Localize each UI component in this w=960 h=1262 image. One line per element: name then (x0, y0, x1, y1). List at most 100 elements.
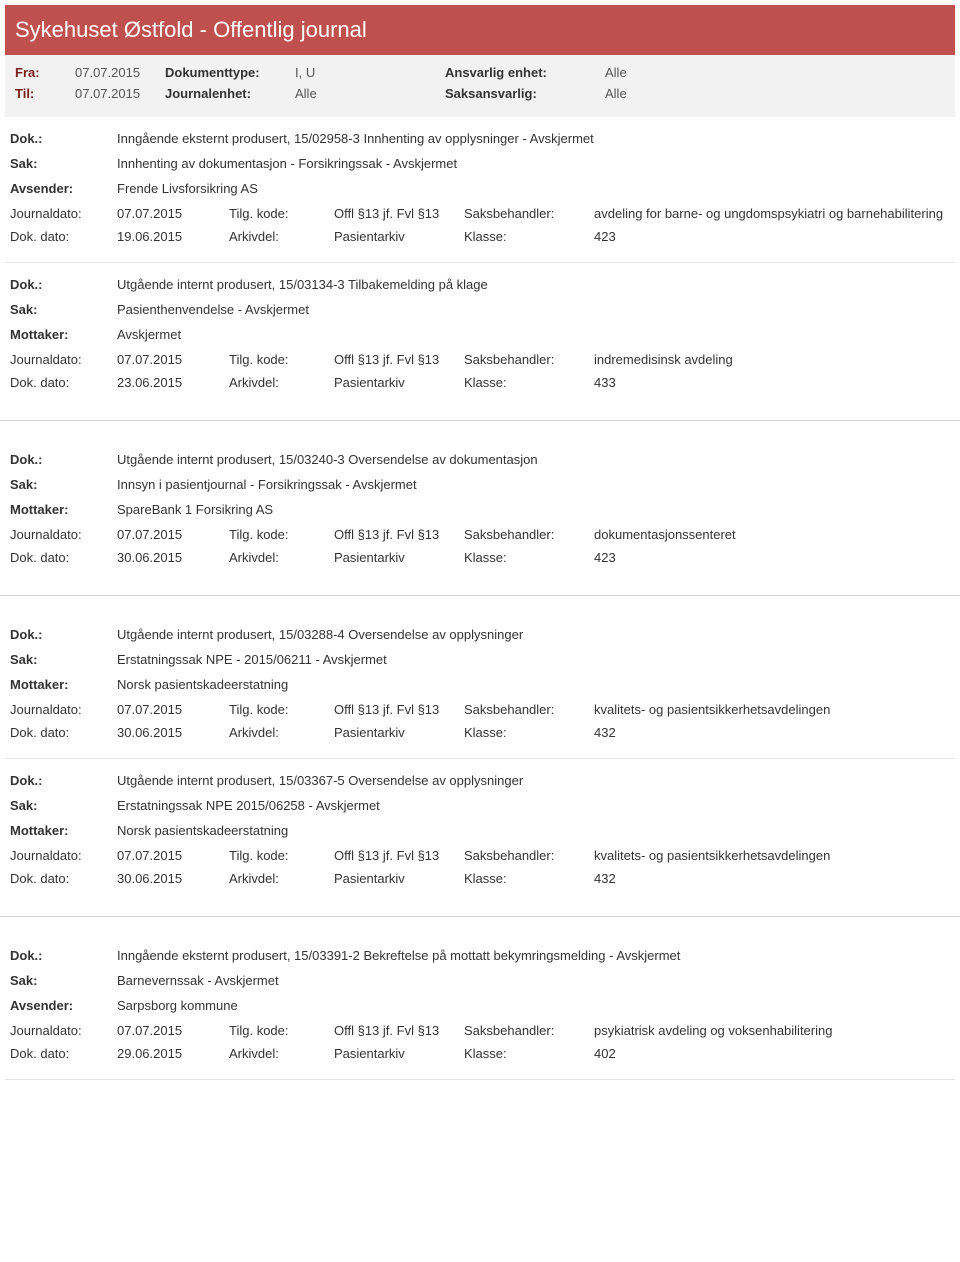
journal-entry: Dok.: Utgående internt produsert, 15/032… (5, 438, 955, 583)
arkivdel-value: Pasientarkiv (334, 871, 464, 886)
klasse-label: Klasse: (464, 375, 594, 390)
party-value: Sarpsborg kommune (117, 998, 955, 1013)
dokdato-value: 30.06.2015 (117, 550, 229, 565)
section-divider (0, 595, 960, 613)
dok-row: Dok.: Utgående internt produsert, 15/032… (5, 452, 955, 467)
filter-til-value: 07.07.2015 (75, 86, 165, 101)
entries-list: Dok.: Inngående eksternt produsert, 15/0… (0, 117, 960, 1080)
tilgkode-label: Tilg. kode: (229, 206, 334, 221)
filter-ansvarlig-label: Ansvarlig enhet: (445, 65, 605, 80)
party-row: Mottaker: Norsk pasientskadeerstatning (5, 677, 955, 692)
dokdato-label: Dok. dato: (10, 550, 117, 565)
party-label: Mottaker: (5, 502, 117, 517)
filter-row: Til: 07.07.2015 Journalenhet: Alle Saksa… (15, 86, 945, 101)
tilgkode-value: Offl §13 jf. Fvl §13 (334, 848, 464, 863)
party-label: Mottaker: (5, 823, 117, 838)
dok-value: Inngående eksternt produsert, 15/03391-2… (117, 948, 955, 963)
dok-label: Dok.: (5, 773, 117, 788)
saksbehandler-label: Saksbehandler: (464, 702, 594, 717)
dok-value: Inngående eksternt produsert, 15/02958-3… (117, 131, 955, 146)
party-label: Avsender: (5, 181, 117, 196)
filter-ansvarlig-value: Alle (605, 65, 627, 80)
meta-row-1: Journaldato: 07.07.2015 Tilg. kode: Offl… (5, 848, 955, 863)
party-label: Avsender: (5, 998, 117, 1013)
meta-row-2: Dok. dato: 19.06.2015 Arkivdel: Pasienta… (5, 229, 955, 244)
meta-row-2: Dok. dato: 30.06.2015 Arkivdel: Pasienta… (5, 550, 955, 565)
klasse-value: 423 (594, 550, 955, 565)
sak-value: Erstatningssak NPE - 2015/06211 - Avskje… (117, 652, 955, 667)
sak-label: Sak: (5, 156, 117, 171)
klasse-label: Klasse: (464, 229, 594, 244)
saksbehandler-value: psykiatrisk avdeling og voksenhabiliteri… (594, 1023, 955, 1038)
filter-saksansvarlig-value: Alle (605, 86, 627, 101)
meta-row-1: Journaldato: 07.07.2015 Tilg. kode: Offl… (5, 1023, 955, 1038)
saksbehandler-value: dokumentasjonssenteret (594, 527, 955, 542)
journaldato-label: Journaldato: (10, 527, 117, 542)
saksbehandler-value: indremedisinsk avdeling (594, 352, 955, 367)
sak-value: Erstatningssak NPE 2015/06258 - Avskjerm… (117, 798, 955, 813)
dokdato-value: 30.06.2015 (117, 871, 229, 886)
journaldato-value: 07.07.2015 (117, 206, 229, 221)
party-value: SpareBank 1 Forsikring AS (117, 502, 955, 517)
sak-row: Sak: Innhenting av dokumentasjon - Forsi… (5, 156, 955, 171)
dokdato-label: Dok. dato: (10, 725, 117, 740)
filter-row: Fra: 07.07.2015 Dokumenttype: I, U Ansva… (15, 65, 945, 80)
dok-label: Dok.: (5, 277, 117, 292)
arkivdel-label: Arkivdel: (229, 725, 334, 740)
dok-value: Utgående internt produsert, 15/03288-4 O… (117, 627, 955, 642)
klasse-value: 432 (594, 871, 955, 886)
dokdato-value: 23.06.2015 (117, 375, 229, 390)
filter-til-label: Til: (15, 86, 75, 101)
tilgkode-value: Offl §13 jf. Fvl §13 (334, 702, 464, 717)
sak-row: Sak: Erstatningssak NPE - 2015/06211 - A… (5, 652, 955, 667)
arkivdel-label: Arkivdel: (229, 229, 334, 244)
sak-value: Innhenting av dokumentasjon - Forsikring… (117, 156, 955, 171)
dok-value: Utgående internt produsert, 15/03367-5 O… (117, 773, 955, 788)
arkivdel-label: Arkivdel: (229, 550, 334, 565)
journaldato-value: 07.07.2015 (117, 527, 229, 542)
dokdato-value: 19.06.2015 (117, 229, 229, 244)
dok-label: Dok.: (5, 452, 117, 467)
dok-label: Dok.: (5, 131, 117, 146)
page-title: Sykehuset Østfold - Offentlig journal (5, 5, 955, 55)
journaldato-label: Journaldato: (10, 352, 117, 367)
arkivdel-value: Pasientarkiv (334, 550, 464, 565)
journal-entry: Dok.: Utgående internt produsert, 15/031… (5, 263, 955, 408)
party-value: Norsk pasientskadeerstatning (117, 677, 955, 692)
party-row: Mottaker: SpareBank 1 Forsikring AS (5, 502, 955, 517)
filter-saksansvarlig-label: Saksansvarlig: (445, 86, 605, 101)
arkivdel-label: Arkivdel: (229, 1046, 334, 1061)
saksbehandler-label: Saksbehandler: (464, 1023, 594, 1038)
section-divider (0, 916, 960, 934)
filter-journalenhet-label: Journalenhet: (165, 86, 295, 101)
section-divider (0, 420, 960, 438)
dok-row: Dok.: Utgående internt produsert, 15/033… (5, 773, 955, 788)
sak-row: Sak: Innsyn i pasientjournal - Forsikrin… (5, 477, 955, 492)
party-row: Avsender: Sarpsborg kommune (5, 998, 955, 1013)
arkivdel-value: Pasientarkiv (334, 1046, 464, 1061)
filter-block: Fra: 07.07.2015 Dokumenttype: I, U Ansva… (5, 55, 955, 117)
dokdato-label: Dok. dato: (10, 871, 117, 886)
klasse-label: Klasse: (464, 1046, 594, 1061)
journal-entry: Dok.: Inngående eksternt produsert, 15/0… (5, 934, 955, 1080)
party-value: Norsk pasientskadeerstatning (117, 823, 955, 838)
dokdato-label: Dok. dato: (10, 1046, 117, 1061)
journaldato-label: Journaldato: (10, 1023, 117, 1038)
dokdato-label: Dok. dato: (10, 229, 117, 244)
meta-row-2: Dok. dato: 30.06.2015 Arkivdel: Pasienta… (5, 725, 955, 740)
sak-row: Sak: Erstatningssak NPE 2015/06258 - Avs… (5, 798, 955, 813)
party-row: Mottaker: Avskjermet (5, 327, 955, 342)
dok-row: Dok.: Inngående eksternt produsert, 15/0… (5, 131, 955, 146)
journal-entry: Dok.: Inngående eksternt produsert, 15/0… (5, 117, 955, 263)
klasse-value: 423 (594, 229, 955, 244)
saksbehandler-label: Saksbehandler: (464, 527, 594, 542)
tilgkode-label: Tilg. kode: (229, 1023, 334, 1038)
saksbehandler-value: kvalitets- og pasientsikkerhetsavdelinge… (594, 702, 955, 717)
filter-journalenhet-value: Alle (295, 86, 445, 101)
arkivdel-label: Arkivdel: (229, 375, 334, 390)
party-row: Avsender: Frende Livsforsikring AS (5, 181, 955, 196)
dok-row: Dok.: Utgående internt produsert, 15/031… (5, 277, 955, 292)
klasse-label: Klasse: (464, 725, 594, 740)
filter-doktype-value: I, U (295, 65, 445, 80)
sak-label: Sak: (5, 652, 117, 667)
